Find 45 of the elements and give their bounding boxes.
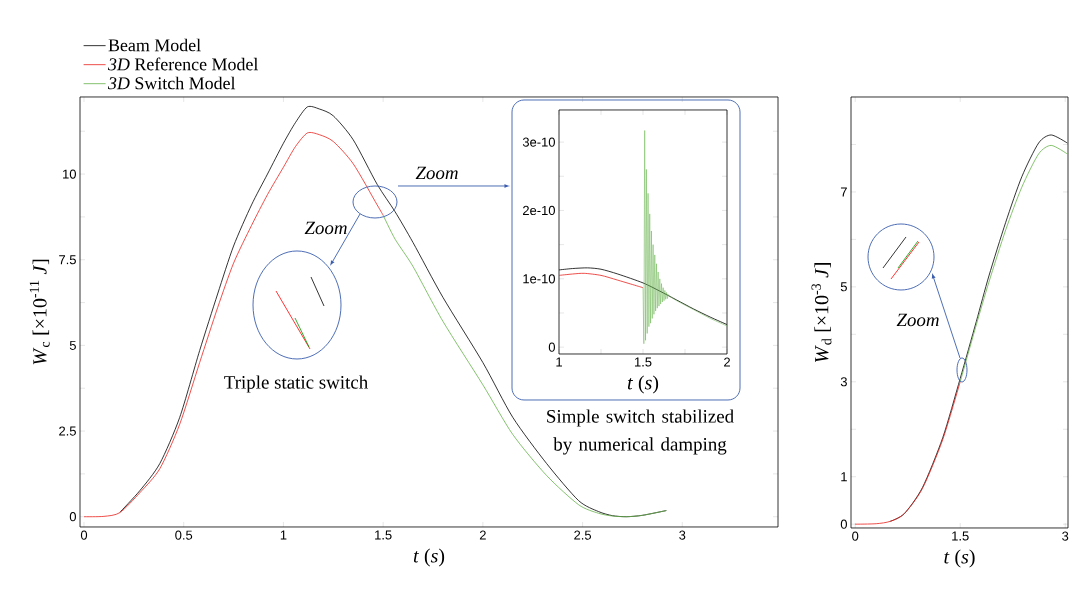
x-axis-title: t (s) (413, 548, 445, 567)
y-axis-title: W$_{d}$ [×10$^{-3}$ J] (811, 263, 832, 363)
legend-label: 3D Reference Model (107, 57, 259, 71)
x-tick-label: 1.5 (952, 531, 969, 541)
line-series (959, 145, 1068, 383)
x-tick-label: 2 (724, 357, 730, 367)
y-tick-label: 0 (69, 512, 76, 522)
x-tick-label: 1 (556, 357, 562, 367)
x-tick-label: 0 (80, 530, 88, 540)
x-tick-label: 0.5 (175, 530, 193, 540)
y-tick-label: 2.5 (59, 426, 76, 436)
x-tick-label: 0 (852, 531, 859, 541)
y-axis-title: W$_{c}$ [×10$^{-11}$ J] (29, 259, 50, 365)
annotation: Zoom (415, 166, 458, 180)
y-tick-label: 10 (63, 169, 76, 179)
y-tick-label: 7.5 (59, 255, 76, 265)
line-series (83, 132, 384, 518)
x-tick-label: 3 (1062, 531, 1069, 541)
y-tick-label: 1e-10 (523, 274, 555, 284)
x-tick-label: 1.5 (375, 530, 392, 540)
x-axis-title: t (s) (944, 549, 975, 568)
line-series (854, 381, 961, 525)
y-tick-label: 0 (548, 342, 555, 352)
annotation: Zoom (896, 313, 939, 327)
y-tick-label: 0 (840, 519, 847, 529)
x-tick-label: 1 (280, 530, 287, 540)
y-tick-label: 3 (840, 377, 847, 387)
y-tick-label: 5 (840, 282, 847, 292)
legend-label: 3D Switch Model (107, 76, 236, 90)
legend-label: Beam Model (108, 38, 201, 52)
x-tick-label: 2.5 (574, 530, 592, 540)
y-tick-label: 3e-10 (522, 137, 555, 147)
annotation: Triple static switch (224, 375, 368, 393)
x-axis-title: t (s) (627, 375, 659, 394)
line-series (642, 130, 728, 344)
y-tick-label: 1 (841, 472, 847, 482)
line-series (559, 272, 644, 289)
annotation: Zoom (304, 221, 347, 235)
x-tick-label: 2 (479, 530, 486, 540)
x-tick-label: 3 (679, 530, 686, 540)
annotation: Simple switch stabilized by numerical damping (547, 409, 734, 455)
x-tick-label: 1.5 (634, 357, 652, 367)
y-tick-label: 5 (69, 340, 76, 350)
y-tick-label: 2e-10 (523, 205, 555, 216)
y-tick-label: 7 (840, 187, 847, 197)
